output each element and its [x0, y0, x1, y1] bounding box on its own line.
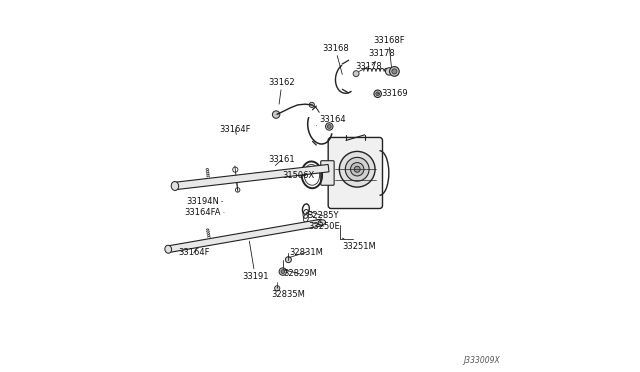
Circle shape — [279, 268, 287, 275]
Text: 32831M: 32831M — [289, 248, 323, 257]
Circle shape — [385, 68, 393, 75]
Circle shape — [392, 69, 397, 74]
Text: 32285Y: 32285Y — [307, 211, 339, 220]
Text: 33164: 33164 — [316, 115, 346, 126]
Text: 31506X: 31506X — [282, 171, 314, 180]
Ellipse shape — [318, 220, 326, 225]
Circle shape — [390, 67, 399, 76]
Text: 33161: 33161 — [268, 155, 294, 166]
Text: 33168F: 33168F — [373, 36, 404, 67]
Text: 33251M: 33251M — [342, 238, 376, 251]
Text: 33191: 33191 — [242, 241, 268, 280]
Circle shape — [281, 270, 285, 273]
Circle shape — [233, 167, 238, 172]
Text: J333009X: J333009X — [463, 356, 500, 365]
Circle shape — [353, 71, 359, 77]
Circle shape — [339, 151, 375, 187]
Circle shape — [326, 123, 333, 130]
Circle shape — [236, 188, 240, 192]
Text: 33164FA: 33164FA — [184, 208, 224, 217]
Circle shape — [285, 257, 291, 263]
Text: 33250E: 33250E — [308, 222, 340, 231]
Text: 32829M: 32829M — [283, 269, 317, 278]
Circle shape — [309, 102, 314, 108]
Circle shape — [346, 157, 369, 181]
Circle shape — [354, 166, 360, 172]
FancyBboxPatch shape — [321, 161, 334, 185]
Text: 33164F: 33164F — [178, 248, 209, 257]
Ellipse shape — [165, 245, 172, 253]
Text: 33178: 33178 — [356, 62, 383, 71]
Circle shape — [374, 90, 381, 97]
Text: 33178: 33178 — [369, 49, 395, 65]
Circle shape — [328, 125, 331, 128]
Polygon shape — [168, 219, 323, 253]
Circle shape — [275, 286, 280, 291]
Text: 33194N: 33194N — [186, 198, 223, 206]
Circle shape — [351, 163, 364, 176]
FancyBboxPatch shape — [328, 137, 383, 208]
Text: 33164F: 33164F — [220, 125, 251, 135]
Circle shape — [273, 111, 280, 118]
Text: 33168: 33168 — [322, 44, 349, 74]
Text: 33162: 33162 — [269, 78, 295, 104]
Text: 33169: 33169 — [378, 89, 408, 98]
Ellipse shape — [171, 182, 179, 190]
Circle shape — [376, 92, 380, 96]
Text: 32835M: 32835M — [271, 287, 305, 299]
Polygon shape — [175, 164, 329, 190]
